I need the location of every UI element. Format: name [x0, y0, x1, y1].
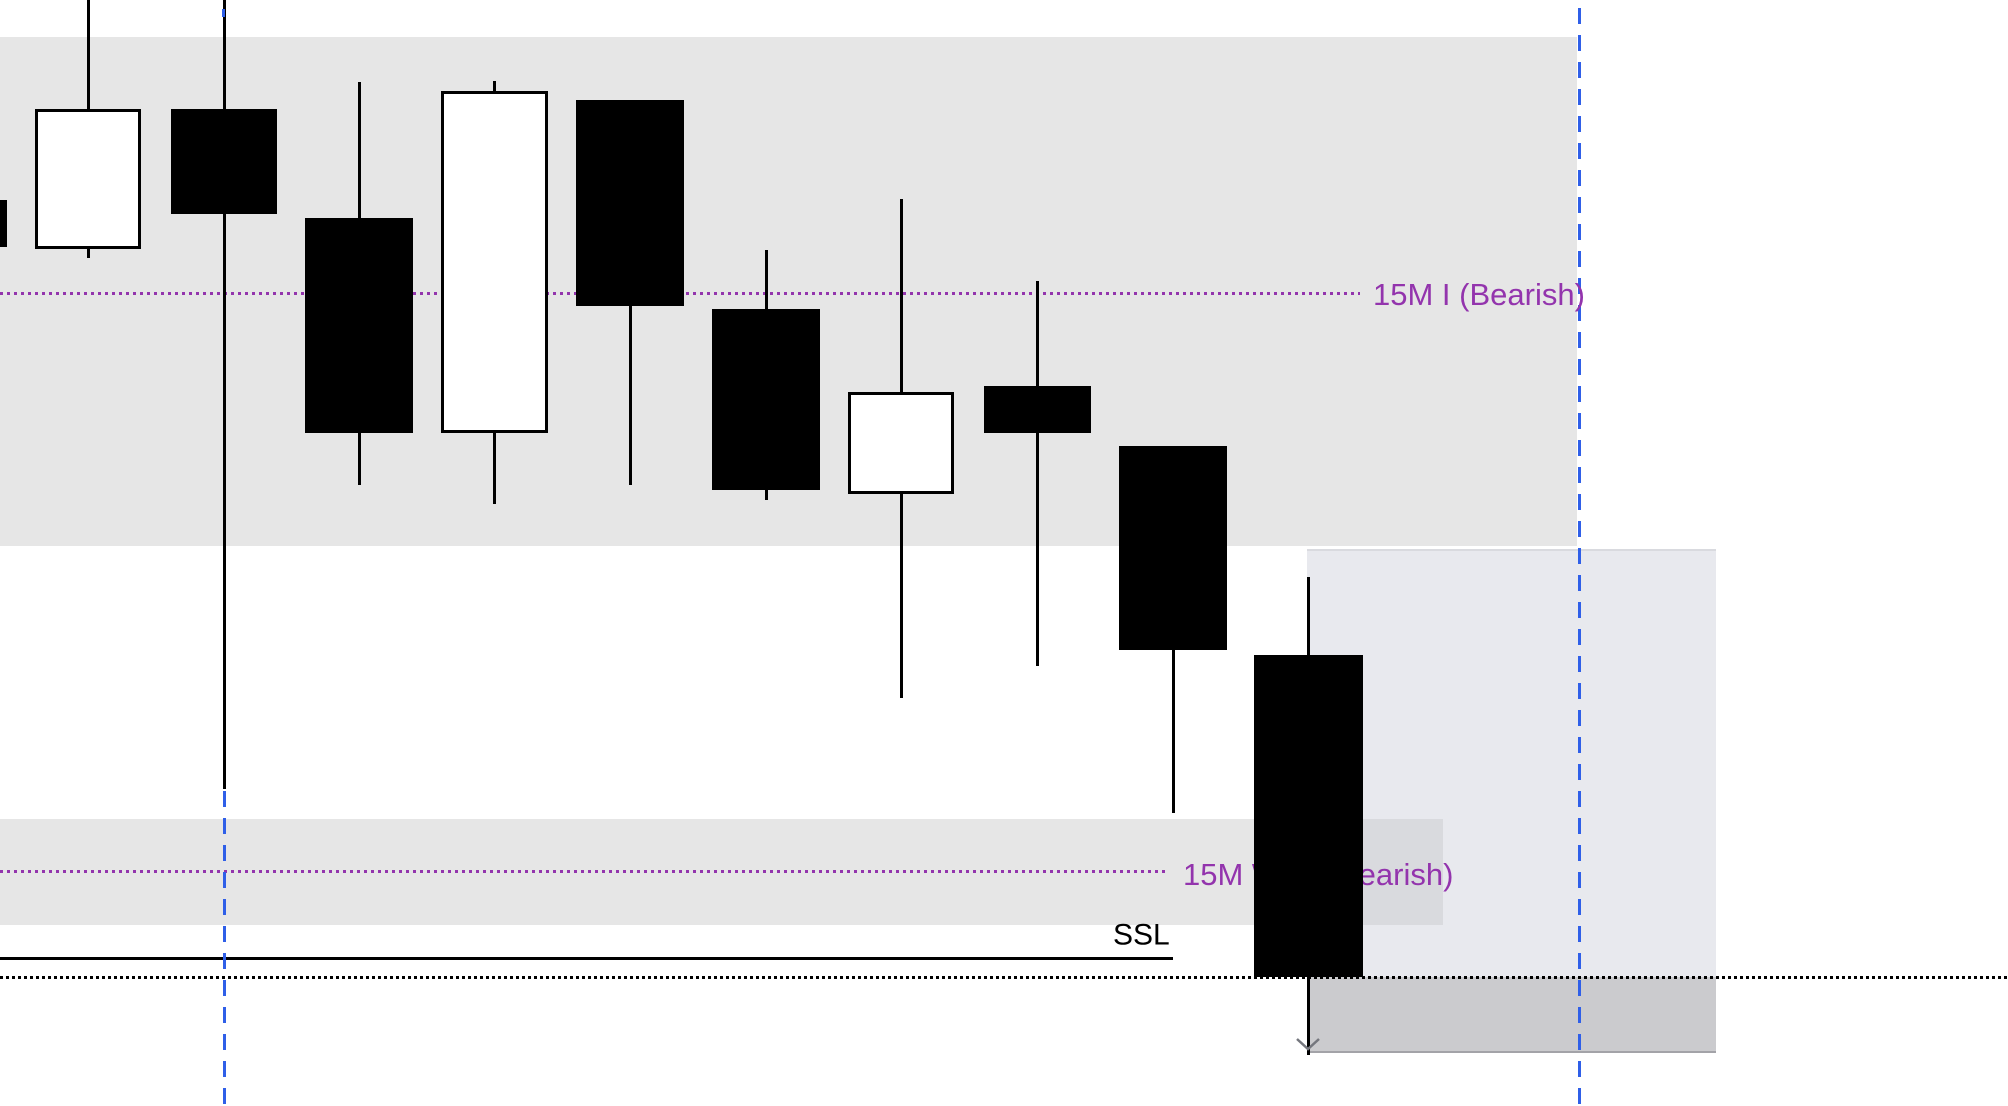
candle-bearish — [712, 309, 820, 490]
candle-bullish — [848, 392, 954, 494]
imbalance-label: 15M I (Bearish) — [1373, 276, 1585, 312]
candle-bullish — [440, 91, 548, 433]
candle-bearish — [1253, 655, 1363, 977]
candle-bearish — [171, 109, 277, 214]
sell-arrow-icon — [1296, 1038, 1320, 1051]
wick-dotted-line — [0, 870, 1165, 873]
candle-bullish — [35, 109, 141, 249]
ssl-line — [0, 957, 1173, 960]
candle-wick — [1036, 281, 1039, 666]
candle-bearish — [576, 100, 684, 306]
ssl-label: SSL — [1113, 918, 1170, 952]
candle-wick — [223, 0, 226, 789]
session-line-right — [1578, 8, 1581, 1106]
session-line-peek-dash — [222, 9, 225, 17]
candle-bearish — [1119, 446, 1227, 650]
candle-bearish — [983, 386, 1091, 433]
right-box-bottom-strip — [1307, 977, 1716, 1053]
bottom-dotted-line — [0, 976, 2008, 979]
candle-bearish — [305, 218, 413, 433]
candle-bearish — [0, 200, 7, 247]
